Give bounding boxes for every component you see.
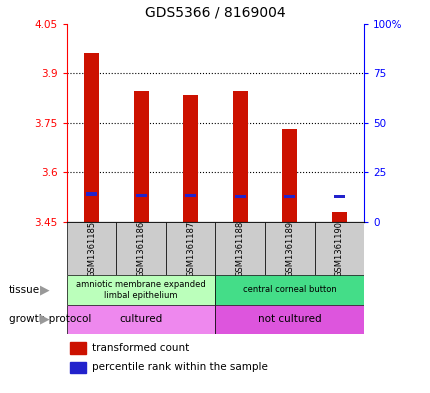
Text: GSM1361186: GSM1361186: [136, 220, 145, 277]
Bar: [215, 222, 264, 275]
Bar: [67, 275, 215, 305]
Bar: [67, 305, 215, 334]
Text: not cultured: not cultured: [258, 314, 321, 324]
Text: ▶: ▶: [40, 313, 50, 326]
Bar: [116, 222, 166, 275]
Text: GSM1361189: GSM1361189: [285, 220, 294, 277]
Bar: [84, 53, 99, 222]
Bar: [133, 92, 148, 222]
Bar: [166, 222, 215, 275]
Text: GSM1361190: GSM1361190: [334, 220, 343, 277]
Text: GSM1361185: GSM1361185: [87, 220, 96, 277]
Bar: [333, 195, 344, 198]
Bar: [70, 342, 86, 354]
Text: GSM1361188: GSM1361188: [235, 220, 244, 277]
Text: GSM1361187: GSM1361187: [186, 220, 195, 277]
Title: GDS5366 / 8169004: GDS5366 / 8169004: [145, 6, 285, 20]
Bar: [86, 192, 97, 196]
Bar: [282, 129, 297, 222]
Text: ▶: ▶: [40, 283, 50, 296]
Bar: [234, 195, 245, 198]
Bar: [183, 95, 198, 222]
Bar: [70, 362, 86, 373]
Text: cultured: cultured: [119, 314, 163, 324]
Text: percentile rank within the sample: percentile rank within the sample: [92, 362, 267, 373]
Bar: [331, 212, 346, 222]
Text: growth protocol: growth protocol: [9, 314, 91, 324]
Bar: [67, 222, 116, 275]
Bar: [264, 222, 314, 275]
Text: tissue: tissue: [9, 285, 40, 295]
Bar: [215, 275, 363, 305]
Bar: [232, 92, 247, 222]
Bar: [314, 222, 363, 275]
Bar: [215, 305, 363, 334]
Text: transformed count: transformed count: [92, 343, 189, 353]
Text: amniotic membrane expanded
limbal epithelium: amniotic membrane expanded limbal epithe…: [76, 280, 206, 299]
Bar: [185, 194, 196, 197]
Bar: [135, 194, 146, 197]
Bar: [284, 195, 295, 198]
Text: central corneal button: central corneal button: [243, 285, 336, 294]
